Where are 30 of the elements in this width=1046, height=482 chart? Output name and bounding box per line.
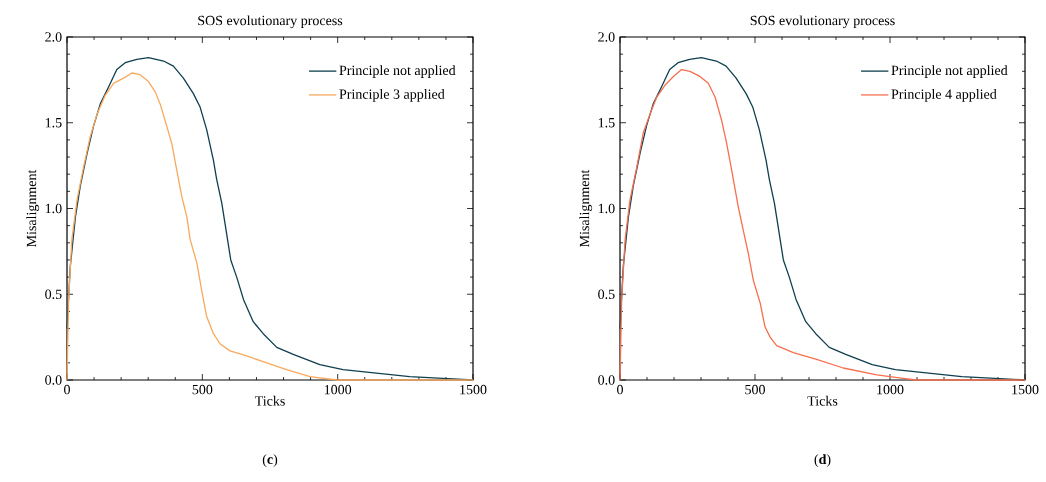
y-tick-label: 2.0 [598, 32, 615, 42]
y-tick-label: 0.5 [45, 289, 62, 300]
x-tick-label: 1000 [877, 384, 904, 395]
chart-title: SOS evolutionary process [750, 15, 895, 29]
x-tick-label: 1500 [1012, 384, 1039, 395]
y-tick-label: 1.0 [45, 203, 62, 214]
y-axis-title: Misalignment [579, 169, 593, 247]
x-axis-title: Ticks [807, 395, 838, 406]
y-tick-label: 1.5 [45, 118, 62, 128]
legend-label: Principle 3 applied [339, 89, 445, 102]
x-tick-label: 500 [192, 384, 213, 395]
y-tick-label: 0.0 [45, 375, 62, 385]
x-axis-title: Ticks [254, 395, 285, 406]
y-axis-title: Misalignment [26, 169, 40, 247]
legend-label: Principle not applied [339, 65, 456, 78]
legend-label: Principle not applied [891, 65, 1008, 78]
y-tick-label: 1.5 [598, 118, 615, 128]
x-tick-label: 0 [617, 384, 623, 395]
legend-label: Principle 4 applied [891, 89, 997, 102]
y-tick-label: 0.5 [598, 289, 615, 300]
chart-title: SOS evolutionary process [198, 15, 343, 29]
text: (c) [262, 454, 278, 467]
x-tick-label: 1500 [460, 384, 487, 395]
x-tick-label: 1000 [324, 384, 352, 395]
y-tick-label: 2.0 [45, 32, 62, 42]
x-tick-label: 0 [64, 384, 70, 395]
y-tick-label: 1.0 [598, 203, 615, 214]
y-tick-label: 0.0 [598, 375, 615, 385]
x-tick-label: 500 [745, 384, 765, 395]
text: (d) [814, 454, 831, 467]
